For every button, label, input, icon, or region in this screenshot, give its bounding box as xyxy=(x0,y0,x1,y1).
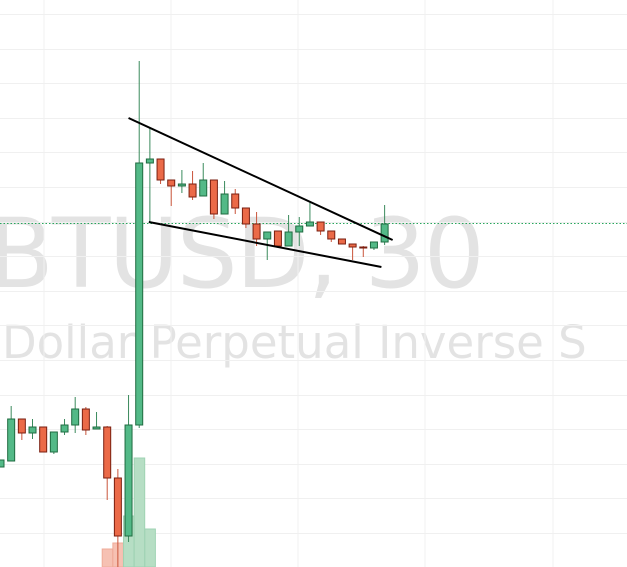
candle-body xyxy=(39,426,48,453)
candle-body xyxy=(188,183,197,198)
candle-body xyxy=(7,418,16,462)
candle-body xyxy=(0,459,5,468)
candle-body xyxy=(209,179,218,215)
volume-bar xyxy=(101,548,114,567)
candle-body xyxy=(284,231,293,247)
candle-body xyxy=(348,243,357,248)
candle-body xyxy=(28,426,37,434)
candle-body xyxy=(49,431,58,453)
candle-body xyxy=(369,241,378,249)
candle-body xyxy=(135,162,144,426)
candle-body xyxy=(60,424,69,433)
candle-body xyxy=(113,477,122,537)
candle-body xyxy=(337,238,346,245)
volume-bar xyxy=(144,528,156,567)
trendline xyxy=(128,117,394,241)
candle-body xyxy=(199,179,208,197)
trendline xyxy=(148,221,382,268)
candle-body xyxy=(103,426,112,479)
candle-body xyxy=(252,223,261,240)
candle-body xyxy=(241,207,250,225)
candle-body xyxy=(316,221,325,232)
candle-body xyxy=(359,246,368,249)
candle-body xyxy=(124,424,133,537)
candle-body xyxy=(177,183,186,187)
candle-body xyxy=(156,158,165,181)
candle-body xyxy=(71,408,80,426)
candle-body xyxy=(92,426,101,430)
candle-body xyxy=(295,225,304,233)
candle-body xyxy=(81,408,90,431)
candle-body xyxy=(220,193,229,215)
candle-body xyxy=(145,158,154,164)
candle-body xyxy=(380,223,389,243)
volume-bar xyxy=(133,457,146,567)
candle-body xyxy=(167,179,176,187)
candle-body xyxy=(17,418,26,434)
candle-body xyxy=(273,230,282,247)
candle-body xyxy=(231,193,240,209)
candle-body xyxy=(327,230,336,240)
candle-body xyxy=(263,231,272,240)
candle-body xyxy=(305,221,314,227)
